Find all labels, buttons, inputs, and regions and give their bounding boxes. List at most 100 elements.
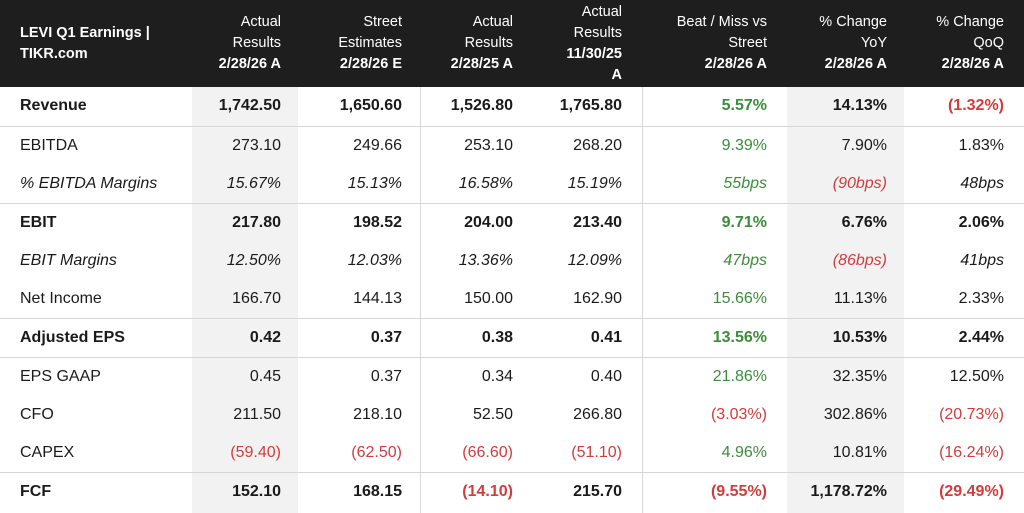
column-header-date: 11/30/25 bbox=[566, 45, 622, 62]
cell-actual-11-30-25: 0.40 bbox=[590, 368, 622, 385]
cell-actual-2-28-26: 217.80 bbox=[232, 214, 281, 231]
cell-change-qoq: 41bps bbox=[960, 252, 1004, 269]
cell-change-yoy: 10.53% bbox=[832, 329, 887, 346]
cell-street-2-28-26: 144.13 bbox=[353, 290, 402, 307]
cell-street-2-28-26: 198.52 bbox=[353, 214, 402, 231]
column-header-line: Results bbox=[232, 35, 281, 51]
table-row: Adjusted EPS 0.42 0.37 0.38 0.41 13.56% 10.53%… bbox=[0, 318, 1024, 357]
column-header-line: YoY bbox=[860, 35, 887, 51]
cell-change-qoq: (20.73%) bbox=[939, 406, 1004, 423]
cell-change-qoq: 2.44% bbox=[958, 329, 1004, 346]
column-header-line: Results bbox=[464, 35, 513, 51]
column-header-line: QoQ bbox=[973, 35, 1004, 51]
cell-actual-2-28-26: (59.40) bbox=[230, 444, 281, 461]
column-header-date: 2/28/26 A bbox=[824, 56, 887, 72]
cell-actual-2-28-25: 150.00 bbox=[464, 290, 513, 307]
cell-change-yoy: 14.13% bbox=[832, 97, 887, 114]
cell-change-yoy: (90bps) bbox=[832, 175, 887, 192]
column-header-line: Actual bbox=[472, 14, 513, 30]
cell-actual-2-28-25: 16.58% bbox=[458, 175, 513, 192]
cell-change-yoy: 6.76% bbox=[841, 214, 887, 231]
cell-actual-2-28-26: 211.50 bbox=[233, 406, 281, 423]
row-label: EPS GAAP bbox=[20, 368, 101, 385]
table-row: % EBITDA Margins 15.67% 15.13% 16.58% 15.19%… bbox=[0, 165, 1024, 203]
cell-actual-2-28-25: (66.60) bbox=[462, 444, 513, 461]
cell-actual-2-28-25: 0.34 bbox=[481, 368, 513, 385]
cell-actual-2-28-25: 1,526.80 bbox=[450, 97, 513, 114]
table-row: Net Income 166.70 144.13 150.00 162.90 15.66%… bbox=[0, 280, 1024, 318]
cell-actual-2-28-25: 204.00 bbox=[464, 214, 513, 231]
cell-beat-miss: (9.55%) bbox=[710, 483, 767, 500]
cell-street-2-28-26: 12.03% bbox=[347, 252, 402, 269]
table-row: EBITDA 273.10 249.66 253.10 268.20 9.39% 7.90%… bbox=[0, 126, 1024, 165]
cell-actual-2-28-26: 15.67% bbox=[226, 175, 281, 192]
cell-change-qoq: 12.50% bbox=[949, 368, 1004, 385]
cell-change-yoy: 32.35% bbox=[832, 368, 887, 385]
column-header-date: 2/28/25 A bbox=[450, 56, 513, 72]
column-header-line: % Change bbox=[936, 14, 1004, 30]
cell-actual-2-28-26: 273.10 bbox=[232, 137, 281, 154]
table-row: EBIT Margins 12.50% 12.03% 13.36% 12.09% 47bp… bbox=[0, 242, 1024, 280]
cell-change-qoq: 48bps bbox=[960, 175, 1004, 192]
column-header-actual-11-30-25: Actual Results 11/30/25 A bbox=[512, 0, 622, 87]
cell-beat-miss: (3.03%) bbox=[710, 406, 767, 423]
column-header-date-suffix: A bbox=[611, 66, 622, 83]
cell-actual-11-30-25: 268.20 bbox=[573, 137, 622, 154]
cell-actual-2-28-26: 1,742.50 bbox=[218, 97, 281, 114]
cell-actual-11-30-25: 266.80 bbox=[573, 406, 622, 423]
column-header-date: 2/28/26 A bbox=[704, 56, 767, 72]
yoy-column-shade bbox=[787, 87, 904, 513]
cell-actual-2-28-26: 0.45 bbox=[249, 368, 281, 385]
cell-beat-miss: 15.66% bbox=[712, 290, 767, 307]
table-header: LEVI Q1 Earnings | TIKR.com Actual Result… bbox=[0, 0, 1024, 87]
cell-beat-miss: 9.71% bbox=[721, 214, 767, 231]
cell-beat-miss: 4.96% bbox=[721, 444, 767, 461]
table-row: CFO 211.50 218.10 52.50 266.80 (3.03%) 302.86%… bbox=[0, 396, 1024, 434]
cell-beat-miss: 5.57% bbox=[721, 97, 767, 114]
cell-beat-miss: 55bps bbox=[723, 175, 767, 192]
column-header-date: 2/28/26 A bbox=[218, 56, 281, 72]
column-divider bbox=[420, 87, 421, 513]
cell-change-qoq: (1.32%) bbox=[947, 97, 1004, 114]
cell-actual-11-30-25: 12.09% bbox=[567, 252, 622, 269]
cell-actual-11-30-25: 215.70 bbox=[573, 483, 622, 500]
table-row: EPS GAAP 0.45 0.37 0.34 0.40 21.86% 32.35% 12.5… bbox=[0, 357, 1024, 396]
row-label: CFO bbox=[20, 406, 54, 423]
column-header-change-qoq: % Change QoQ 2/28/26 A bbox=[884, 0, 1004, 87]
cell-street-2-28-26: 0.37 bbox=[370, 368, 402, 385]
column-header-line: Estimates bbox=[338, 35, 402, 51]
table-row: EBIT 217.80 198.52 204.00 213.40 9.71% 6.76% 2.… bbox=[0, 203, 1024, 242]
cell-actual-2-28-26: 166.70 bbox=[232, 290, 281, 307]
row-label: EBIT Margins bbox=[20, 252, 117, 269]
cell-actual-11-30-25: 15.19% bbox=[567, 175, 622, 192]
column-header-date: 2/28/26 A bbox=[941, 56, 1004, 72]
cell-actual-2-28-26: 12.50% bbox=[226, 252, 281, 269]
row-label: Revenue bbox=[20, 97, 87, 114]
column-divider bbox=[642, 87, 643, 513]
row-label: % EBITDA Margins bbox=[20, 175, 158, 192]
cell-actual-2-28-26: 0.42 bbox=[249, 329, 281, 346]
actual-column-shade bbox=[192, 87, 298, 513]
cell-change-yoy: 302.86% bbox=[823, 406, 887, 423]
cell-actual-2-28-25: 253.10 bbox=[464, 137, 513, 154]
column-header-line: Actual bbox=[240, 14, 281, 30]
cell-street-2-28-26: 15.13% bbox=[347, 175, 402, 192]
table-row: Revenue 1,742.50 1,650.60 1,526.80 1,765.80 5… bbox=[0, 87, 1024, 125]
cell-change-qoq: 2.33% bbox=[958, 290, 1004, 307]
cell-actual-2-28-26: 152.10 bbox=[232, 483, 281, 500]
row-label: EBIT bbox=[20, 214, 57, 231]
cell-actual-11-30-25: (51.10) bbox=[571, 444, 622, 461]
column-header-actual-2-28-25: Actual Results 2/28/25 A bbox=[403, 0, 513, 87]
cell-change-yoy: 7.90% bbox=[841, 137, 887, 154]
row-label: EBITDA bbox=[20, 137, 78, 154]
cell-actual-11-30-25: 162.90 bbox=[573, 290, 622, 307]
column-header-line: Actual bbox=[581, 3, 622, 20]
cell-street-2-28-26: 249.66 bbox=[353, 137, 402, 154]
table-row: FCF 152.10 168.15 (14.10) 215.70 (9.55%) 1,178… bbox=[0, 472, 1024, 511]
column-header-beat-miss: Beat / Miss vs Street 2/28/26 A bbox=[627, 0, 767, 87]
cell-change-qoq: (16.24%) bbox=[939, 444, 1004, 461]
column-header-line: % Change bbox=[819, 14, 887, 30]
cell-change-yoy: 1,178.72% bbox=[810, 483, 887, 500]
cell-beat-miss: 21.86% bbox=[712, 368, 767, 385]
